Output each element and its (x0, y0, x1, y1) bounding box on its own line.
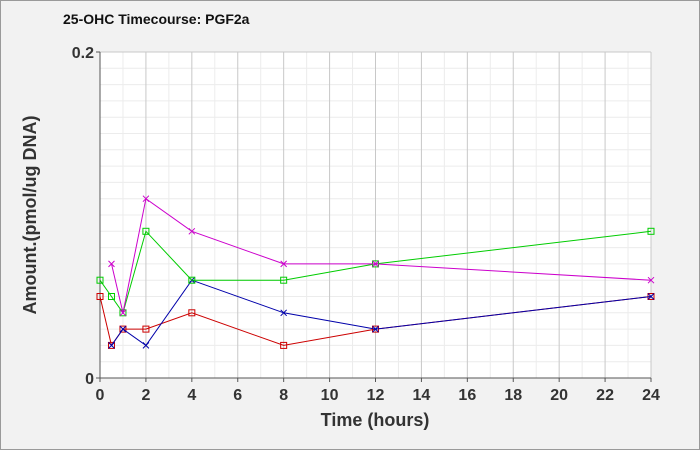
series-3 (96, 227, 655, 317)
x-tick-label: 2 (141, 387, 150, 404)
x-tick-label: 14 (413, 387, 431, 404)
data-point (96, 276, 104, 284)
data-point (119, 309, 127, 317)
data-point (188, 276, 196, 284)
data-point (96, 293, 104, 300)
series-4 (108, 195, 655, 317)
y-axis-label: Amount.(pmol/ug DNA) (20, 116, 40, 315)
x-tick-label: 12 (367, 387, 385, 404)
data-point (142, 325, 150, 333)
data-point (142, 227, 150, 235)
y-tick-label: 0.2 (72, 45, 94, 62)
data-point (107, 293, 115, 300)
data-point (142, 342, 150, 349)
x-tick-label: 16 (458, 387, 476, 404)
data-point (372, 260, 379, 268)
x-tick-label: 22 (596, 387, 614, 404)
data-point (119, 309, 127, 317)
chart-title: 25-OHC Timecourse: PGF2a (63, 11, 250, 27)
x-tick-label: 4 (187, 387, 196, 404)
data-point (647, 293, 655, 300)
x-tick-label: 18 (504, 387, 522, 404)
x-tick-label: 0 (96, 387, 105, 404)
y-tick-labels: 00.2 (72, 45, 100, 388)
data-point (119, 325, 127, 333)
x-tick-label: 6 (233, 387, 242, 404)
x-tick-label: 24 (642, 387, 660, 404)
y-tick-label: 0 (85, 371, 94, 388)
x-tick-label: 8 (279, 387, 288, 404)
data-point (647, 227, 655, 235)
data-point (108, 342, 115, 349)
x-tick-label: 10 (321, 387, 339, 404)
x-axis-label: Time (hours) (321, 410, 430, 430)
data-point (647, 276, 655, 284)
data-point (280, 309, 288, 317)
data-point (108, 260, 115, 268)
x-tick-labels: 0 2 4 6 8 10 12 14 16 18 20 22 24 (96, 378, 660, 404)
data-point (280, 260, 288, 268)
x-tick-label: 20 (550, 387, 568, 404)
data-point (119, 325, 127, 333)
data-point (280, 341, 288, 349)
series-layer (96, 195, 655, 349)
data-point (372, 325, 379, 333)
data-point (280, 276, 288, 284)
data-point (188, 309, 196, 317)
data-point (107, 341, 115, 349)
data-point (142, 195, 150, 203)
data-point (188, 227, 196, 235)
